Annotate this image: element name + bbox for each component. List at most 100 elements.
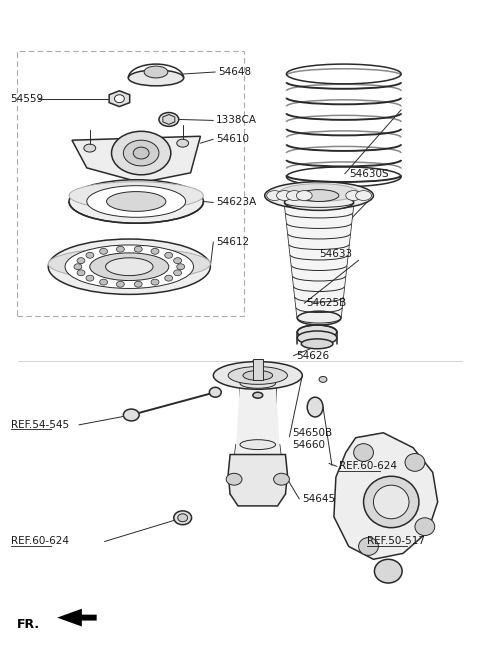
Ellipse shape [111,131,171,174]
Ellipse shape [84,144,96,152]
Text: REF.60-624: REF.60-624 [11,537,69,546]
Ellipse shape [128,70,184,86]
Text: 54610: 54610 [216,134,249,144]
Ellipse shape [177,139,189,147]
Ellipse shape [133,147,149,159]
Ellipse shape [243,371,273,380]
Ellipse shape [346,191,361,201]
Ellipse shape [405,453,425,471]
Ellipse shape [48,248,210,279]
Polygon shape [72,136,201,183]
Ellipse shape [209,387,221,397]
Ellipse shape [363,476,419,527]
Text: 54623A: 54623A [216,197,256,207]
Ellipse shape [100,249,108,255]
Ellipse shape [123,409,139,421]
Ellipse shape [174,270,181,276]
Ellipse shape [177,264,185,270]
Ellipse shape [134,281,142,287]
Ellipse shape [69,182,204,209]
Ellipse shape [297,311,341,325]
Text: REF.50-517: REF.50-517 [367,537,424,546]
Ellipse shape [296,191,312,201]
Ellipse shape [106,258,153,276]
Ellipse shape [178,514,188,522]
Polygon shape [109,91,130,106]
Ellipse shape [253,392,263,398]
Ellipse shape [240,379,276,388]
Ellipse shape [226,473,242,485]
Text: FR.: FR. [17,618,40,631]
Ellipse shape [114,94,124,102]
Ellipse shape [165,253,173,258]
Ellipse shape [48,239,210,295]
Text: 54630S: 54630S [349,169,388,179]
Text: 54645: 54645 [302,494,336,504]
Ellipse shape [117,281,124,287]
Text: REF.60-624: REF.60-624 [339,461,397,472]
Ellipse shape [159,113,179,127]
Ellipse shape [174,511,192,525]
Polygon shape [163,115,175,125]
Ellipse shape [267,191,283,201]
Ellipse shape [65,245,193,289]
Bar [253,359,263,380]
Ellipse shape [174,258,181,264]
Ellipse shape [287,191,302,201]
Ellipse shape [123,140,159,166]
Ellipse shape [274,473,289,485]
Ellipse shape [415,518,435,535]
Ellipse shape [151,249,159,255]
Text: 54633: 54633 [319,249,352,259]
Ellipse shape [164,115,174,123]
Ellipse shape [279,184,359,201]
Ellipse shape [297,325,337,339]
Ellipse shape [307,397,323,417]
Ellipse shape [117,246,124,252]
Ellipse shape [90,253,169,281]
Polygon shape [334,433,438,560]
Ellipse shape [285,195,354,211]
Ellipse shape [74,264,82,270]
Ellipse shape [151,279,159,285]
Ellipse shape [144,66,168,78]
Bar [17,51,244,316]
Text: 54626: 54626 [296,351,329,361]
Polygon shape [285,203,354,318]
Ellipse shape [300,190,339,201]
Text: 54660: 54660 [292,440,325,449]
Text: 54625B: 54625B [306,298,347,308]
Ellipse shape [165,275,173,281]
Ellipse shape [107,192,166,211]
Text: 54648: 54648 [218,67,252,77]
Text: 1338CA: 1338CA [216,115,257,125]
Ellipse shape [301,339,333,349]
Text: 54650B: 54650B [292,428,333,438]
Ellipse shape [297,331,337,345]
Ellipse shape [228,367,288,384]
Ellipse shape [359,537,378,556]
Ellipse shape [134,246,142,252]
Polygon shape [57,609,96,626]
Ellipse shape [276,191,292,201]
Ellipse shape [213,361,302,389]
Ellipse shape [240,440,276,449]
Text: 54612: 54612 [216,237,250,247]
Ellipse shape [373,485,409,519]
Ellipse shape [100,279,108,285]
Bar [230,480,286,494]
Ellipse shape [264,182,373,209]
Polygon shape [230,383,286,494]
Ellipse shape [86,275,94,281]
Ellipse shape [77,270,85,276]
Polygon shape [228,455,288,506]
Ellipse shape [86,253,94,258]
Text: 54559: 54559 [11,94,44,104]
Ellipse shape [319,377,327,382]
Ellipse shape [69,180,204,223]
Ellipse shape [356,191,372,201]
Ellipse shape [77,258,85,264]
Ellipse shape [87,186,186,217]
Ellipse shape [374,560,402,583]
Text: REF.54-545: REF.54-545 [11,420,69,430]
